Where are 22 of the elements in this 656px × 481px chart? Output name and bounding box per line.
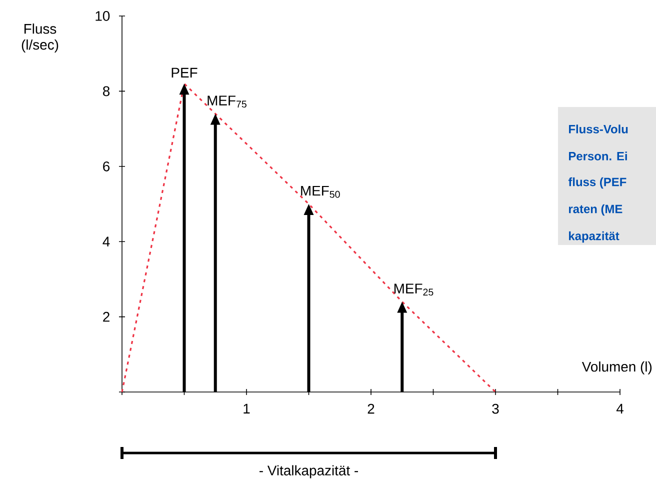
annotation: PEF	[172, 68, 198, 78]
annotation: Fluss-Volu	[569, 124, 628, 134]
x-tick-label: 2	[368, 404, 374, 414]
y-axis-title: Fluss (l/sec)	[22, 24, 58, 52]
annotation: fluss (PEF	[568, 177, 626, 189]
annotation: MEF$_{25}$	[394, 284, 434, 296]
annotation: MEF$_{50}$	[301, 186, 340, 198]
x-tick-label: 1	[244, 404, 250, 414]
annotation: MEF$_{75}$	[208, 96, 246, 108]
y-tick-label: 8	[103, 86, 110, 96]
y-tick-label: 6	[103, 161, 110, 172]
x-axis-title: Volumen (l)	[582, 361, 652, 374]
y-tick-label: 10	[96, 11, 110, 21]
annotation: Person. Ei	[569, 152, 627, 160]
annotation: raten (ME	[568, 204, 622, 216]
annotation: kapazität	[569, 231, 620, 243]
text: - Vitalkapazität -	[260, 465, 358, 478]
x-tick-label: 4	[616, 404, 624, 414]
y-tick-label: 4	[102, 236, 110, 246]
line-series	[121, 82, 496, 393]
x-tick-label: 3	[492, 404, 499, 414]
y-tick-label: 2	[103, 312, 110, 322]
